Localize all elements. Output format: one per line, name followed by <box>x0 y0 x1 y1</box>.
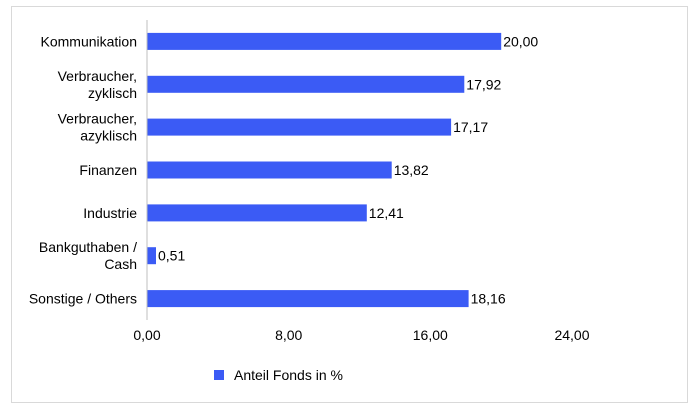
bar <box>147 118 452 136</box>
bar <box>147 161 392 179</box>
category-label: Verbraucher, zyklisch <box>58 68 137 101</box>
x-tick-label: 16,00 <box>413 327 448 343</box>
legend: Anteil Fonds in % <box>214 367 343 383</box>
bar <box>147 204 367 222</box>
x-tick-label: 0,00 <box>133 327 160 343</box>
category-label: Industrie <box>83 205 137 221</box>
category-label: Sonstige / Others <box>29 291 137 307</box>
data-label: 17,92 <box>466 76 501 92</box>
data-label: 13,82 <box>394 162 429 178</box>
category-label: Finanzen <box>79 162 137 178</box>
bar <box>147 290 469 308</box>
data-label: 12,41 <box>369 205 404 221</box>
bar <box>147 247 156 265</box>
category-label: Bankguthaben / Cash <box>39 239 137 272</box>
x-tick-label: 24,00 <box>554 327 589 343</box>
category-label: Verbraucher, azyklisch <box>58 111 137 144</box>
data-label: 18,16 <box>471 291 506 307</box>
bar <box>147 32 502 50</box>
legend-label: Anteil Fonds in % <box>234 367 343 383</box>
category-label: Kommunikation <box>41 33 138 49</box>
legend-swatch <box>214 370 224 380</box>
bar <box>147 75 465 93</box>
data-label: 0,51 <box>158 248 185 264</box>
data-label: 20,00 <box>503 33 538 49</box>
x-tick-label: 8,00 <box>275 327 302 343</box>
data-label: 17,17 <box>453 119 488 135</box>
